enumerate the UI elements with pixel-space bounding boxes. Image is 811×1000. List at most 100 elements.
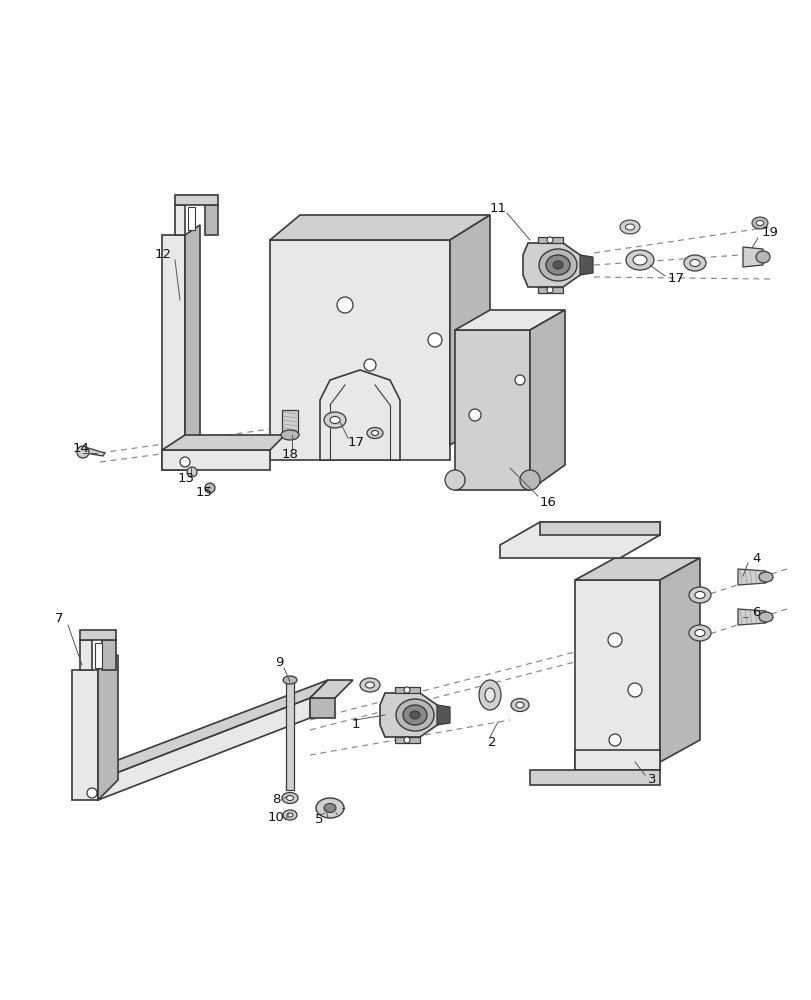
- Circle shape: [337, 297, 353, 313]
- Text: 6: 6: [751, 606, 759, 619]
- Polygon shape: [538, 237, 562, 243]
- Ellipse shape: [365, 682, 374, 688]
- Polygon shape: [538, 287, 562, 293]
- Polygon shape: [659, 558, 699, 762]
- Polygon shape: [574, 580, 659, 770]
- Polygon shape: [394, 737, 419, 743]
- Circle shape: [469, 409, 480, 421]
- Ellipse shape: [324, 803, 336, 812]
- Polygon shape: [449, 215, 489, 445]
- Polygon shape: [320, 370, 400, 460]
- Ellipse shape: [545, 255, 569, 275]
- Ellipse shape: [371, 430, 378, 436]
- Ellipse shape: [689, 625, 710, 641]
- Polygon shape: [500, 522, 659, 558]
- Ellipse shape: [694, 630, 704, 637]
- Text: 19: 19: [761, 226, 778, 238]
- Text: 4: 4: [751, 552, 759, 564]
- Text: 17: 17: [348, 436, 365, 450]
- Circle shape: [427, 333, 441, 347]
- Ellipse shape: [683, 255, 705, 271]
- Text: 9: 9: [275, 656, 283, 668]
- Text: 10: 10: [268, 811, 285, 824]
- Ellipse shape: [367, 428, 383, 438]
- Circle shape: [608, 734, 620, 746]
- Circle shape: [204, 483, 215, 493]
- Polygon shape: [175, 205, 185, 235]
- Ellipse shape: [324, 412, 345, 428]
- Circle shape: [519, 470, 539, 490]
- Text: 11: 11: [489, 202, 506, 215]
- Polygon shape: [530, 770, 659, 785]
- Polygon shape: [162, 450, 270, 470]
- Ellipse shape: [359, 678, 380, 692]
- Ellipse shape: [315, 798, 344, 818]
- Ellipse shape: [281, 430, 298, 440]
- Ellipse shape: [694, 591, 704, 598]
- Polygon shape: [574, 750, 659, 770]
- Text: 8: 8: [272, 793, 280, 806]
- Ellipse shape: [283, 676, 297, 684]
- Polygon shape: [98, 655, 118, 800]
- Polygon shape: [270, 240, 449, 460]
- Polygon shape: [204, 205, 217, 235]
- Text: 2: 2: [487, 736, 496, 748]
- Text: 7: 7: [55, 611, 63, 624]
- Text: 12: 12: [155, 248, 172, 261]
- Circle shape: [363, 359, 375, 371]
- Polygon shape: [80, 640, 92, 670]
- Text: 1: 1: [351, 718, 360, 732]
- Polygon shape: [737, 609, 765, 625]
- Ellipse shape: [624, 224, 633, 230]
- Ellipse shape: [329, 416, 340, 424]
- Polygon shape: [98, 680, 328, 780]
- Polygon shape: [574, 558, 699, 580]
- Polygon shape: [737, 569, 765, 585]
- Polygon shape: [285, 680, 294, 790]
- Ellipse shape: [396, 699, 433, 731]
- Circle shape: [547, 287, 552, 293]
- Ellipse shape: [283, 810, 297, 820]
- Circle shape: [627, 683, 642, 697]
- Ellipse shape: [689, 259, 699, 266]
- Polygon shape: [454, 330, 530, 490]
- Circle shape: [180, 457, 190, 467]
- Circle shape: [187, 467, 197, 477]
- Ellipse shape: [515, 702, 523, 708]
- Polygon shape: [394, 687, 419, 693]
- Polygon shape: [522, 243, 582, 287]
- Polygon shape: [175, 195, 217, 205]
- Ellipse shape: [625, 250, 653, 270]
- Polygon shape: [98, 698, 310, 800]
- Circle shape: [547, 237, 552, 243]
- Polygon shape: [380, 693, 440, 737]
- Polygon shape: [162, 235, 185, 470]
- Polygon shape: [742, 247, 762, 267]
- Polygon shape: [579, 255, 592, 275]
- Circle shape: [404, 737, 410, 743]
- Ellipse shape: [758, 612, 772, 622]
- Ellipse shape: [286, 813, 293, 817]
- Ellipse shape: [552, 261, 562, 269]
- Text: 14: 14: [73, 442, 90, 454]
- Text: 15: 15: [195, 486, 212, 498]
- Polygon shape: [95, 643, 102, 668]
- Polygon shape: [310, 680, 353, 698]
- Ellipse shape: [484, 688, 495, 702]
- Ellipse shape: [281, 792, 298, 803]
- Polygon shape: [436, 705, 449, 725]
- Circle shape: [514, 375, 525, 385]
- Polygon shape: [85, 447, 105, 456]
- Ellipse shape: [633, 255, 646, 265]
- Text: 3: 3: [647, 773, 655, 786]
- Text: 13: 13: [178, 472, 195, 485]
- Ellipse shape: [478, 680, 500, 710]
- Ellipse shape: [286, 795, 293, 800]
- Ellipse shape: [539, 249, 577, 281]
- Polygon shape: [188, 207, 195, 230]
- Polygon shape: [80, 630, 116, 640]
- Ellipse shape: [751, 217, 767, 229]
- Ellipse shape: [410, 711, 419, 719]
- Polygon shape: [454, 310, 564, 330]
- Ellipse shape: [620, 220, 639, 234]
